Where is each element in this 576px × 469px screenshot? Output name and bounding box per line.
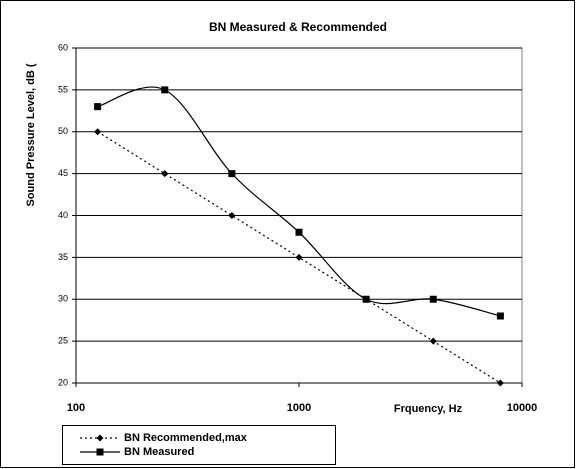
legend-marker <box>96 448 104 456</box>
marker <box>228 212 236 219</box>
y-axis-title: Sound Pressure Level, dB ( <box>25 63 37 206</box>
y-tick-label: 60 <box>58 42 68 52</box>
x-tick-label: 1000 <box>287 402 311 414</box>
y-tick-label: 30 <box>58 294 68 304</box>
x-axis-title: Frquency, Hz <box>394 403 463 415</box>
x-tick-label: 100 <box>67 402 85 414</box>
marker <box>362 295 370 303</box>
marker <box>429 337 437 345</box>
chart-title: BN Measured & Recommended <box>209 20 387 34</box>
marker <box>161 170 169 178</box>
marker <box>295 253 303 261</box>
marker <box>94 128 102 136</box>
legend-label: BN Measured <box>124 446 194 458</box>
marker <box>496 312 504 320</box>
legend-box <box>62 425 336 465</box>
marker <box>429 295 437 303</box>
y-tick-label: 25 <box>58 336 68 346</box>
marker <box>94 103 102 111</box>
y-tick-label: 45 <box>58 168 68 178</box>
y-tick-label: 50 <box>58 126 68 136</box>
marker <box>295 228 303 236</box>
y-tick-label: 20 <box>58 377 68 387</box>
marker <box>161 86 169 94</box>
y-tick-label: 55 <box>58 84 68 94</box>
legend-marker <box>96 434 104 442</box>
marker <box>228 170 236 178</box>
legend-label: BN Recommended,max <box>124 432 248 444</box>
y-tick-label: 40 <box>58 210 68 220</box>
x-tick-label: 10000 <box>507 402 538 414</box>
marker <box>496 379 504 387</box>
y-tick-label: 35 <box>58 252 68 262</box>
